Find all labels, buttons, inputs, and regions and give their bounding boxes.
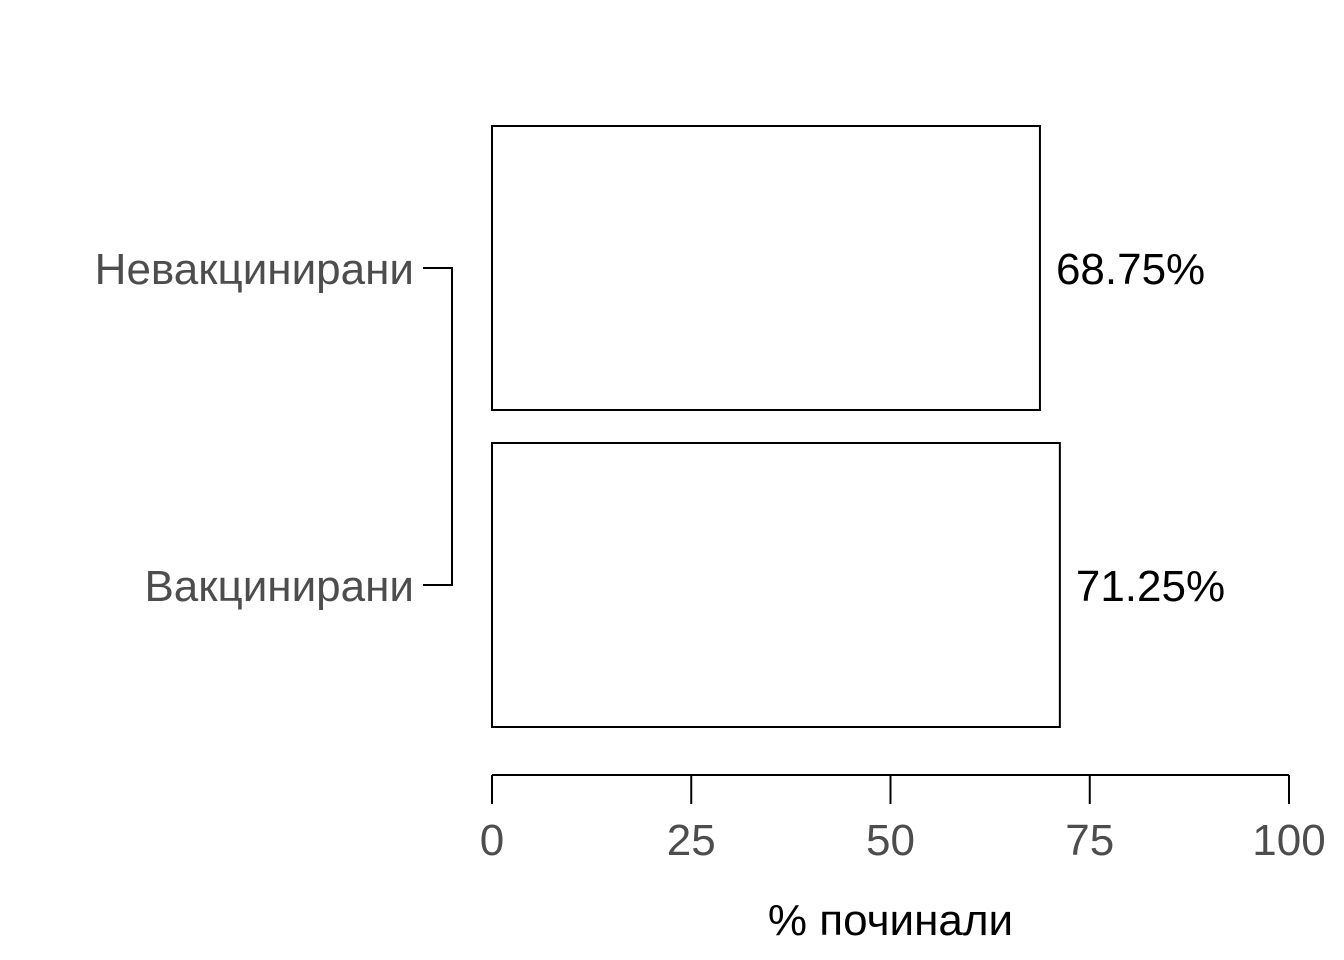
x-tick-label-25: 25	[667, 816, 716, 865]
x-tick-label-75: 75	[1065, 816, 1114, 865]
data-labels-group: 68.75% 71.25%	[1056, 245, 1225, 611]
x-axis: 0 25 50 75 100	[480, 774, 1326, 865]
bar-1	[491, 125, 1041, 411]
x-tick-label-100: 100	[1252, 816, 1325, 865]
category-labels-group: Невакцинирани Вакцинирани	[95, 245, 414, 611]
data-label-1: 68.75%	[1056, 245, 1205, 294]
x-tick-label-50: 50	[866, 816, 915, 865]
data-label-2: 71.25%	[1076, 562, 1225, 611]
category-label-1: Невакцинирани	[95, 245, 414, 294]
bar-2	[491, 442, 1061, 728]
category-bracket	[423, 267, 453, 586]
x-tick-label-0: 0	[480, 816, 504, 865]
x-axis-title: % починали	[768, 896, 1013, 945]
category-label-2: Вакцинирани	[144, 562, 414, 611]
bars-group	[491, 125, 1061, 728]
